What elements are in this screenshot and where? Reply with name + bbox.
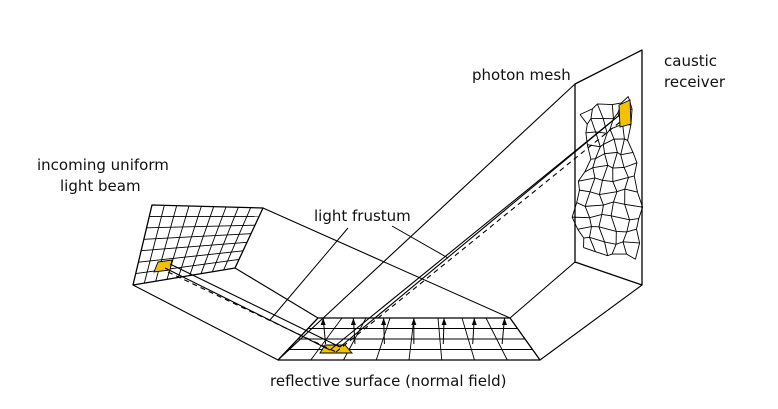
normal-arrow-head bbox=[320, 318, 326, 326]
photon-mesh-line bbox=[583, 247, 636, 260]
emitter-grid-line bbox=[143, 205, 165, 284]
emitter-grid-line bbox=[138, 250, 244, 263]
emitter-grid-line bbox=[223, 207, 252, 271]
reflective-surface-label: reflective surface (normal field) bbox=[270, 372, 507, 390]
caustic-receiver-plane bbox=[574, 49, 643, 286]
reflected-light-tunnel bbox=[277, 83, 643, 361]
photon-mesh-line bbox=[590, 151, 634, 160]
photon-mesh bbox=[571, 96, 644, 260]
photon-mesh-line bbox=[579, 96, 629, 115]
caustic-receiver-highlight-cell bbox=[618, 99, 632, 128]
normal-arrow-head bbox=[381, 318, 387, 326]
emitter-grid-line bbox=[177, 206, 202, 278]
incoming-light-tunnel bbox=[132, 207, 511, 361]
emitter-grid-line bbox=[141, 241, 248, 252]
photon-mesh-line bbox=[577, 226, 637, 233]
incoming-beam-label-line1: incoming uniform bbox=[37, 156, 169, 174]
light-frustum-label: light frustum bbox=[314, 207, 411, 225]
emitter-grid-line bbox=[143, 233, 252, 240]
incoming-light-grid-plane bbox=[132, 204, 264, 286]
caustic-receiver-label-line1: caustic bbox=[664, 52, 717, 70]
emitter-grid-line bbox=[211, 207, 239, 272]
reflective-surface-plane bbox=[277, 317, 541, 361]
photon-mesh-line bbox=[579, 188, 638, 195]
incoming-light-grid bbox=[135, 205, 260, 284]
emitter-grid-line bbox=[135, 258, 240, 275]
incoming-beam-label-line2: light beam bbox=[60, 177, 141, 195]
photon-mesh-line bbox=[584, 162, 638, 173]
normal-arrow-head bbox=[502, 318, 508, 326]
photon-mesh-label: photon mesh bbox=[472, 66, 571, 84]
photon-mesh-line bbox=[578, 175, 635, 183]
light-frustum-rays bbox=[164, 107, 629, 353]
normal-field-arrows bbox=[320, 317, 508, 345]
emitter-grid-line bbox=[189, 206, 215, 276]
emitter-grid-line bbox=[146, 224, 256, 229]
photon-mesh-line bbox=[576, 201, 643, 208]
photon-mesh-line bbox=[587, 138, 628, 148]
emitter-grid-line bbox=[200, 206, 227, 274]
light-frustum-pointers bbox=[269, 225, 449, 321]
normal-arrow-head bbox=[471, 318, 477, 326]
caustic-receiver-label-line2: receiver bbox=[664, 73, 726, 91]
photon-mesh-line bbox=[572, 213, 639, 221]
normal-arrow-head bbox=[350, 318, 356, 326]
photon-mesh-line bbox=[583, 236, 640, 245]
reflective-surface-highlight-cell bbox=[319, 344, 353, 354]
normal-arrow-head bbox=[411, 318, 417, 326]
normal-arrow-head bbox=[441, 318, 447, 326]
